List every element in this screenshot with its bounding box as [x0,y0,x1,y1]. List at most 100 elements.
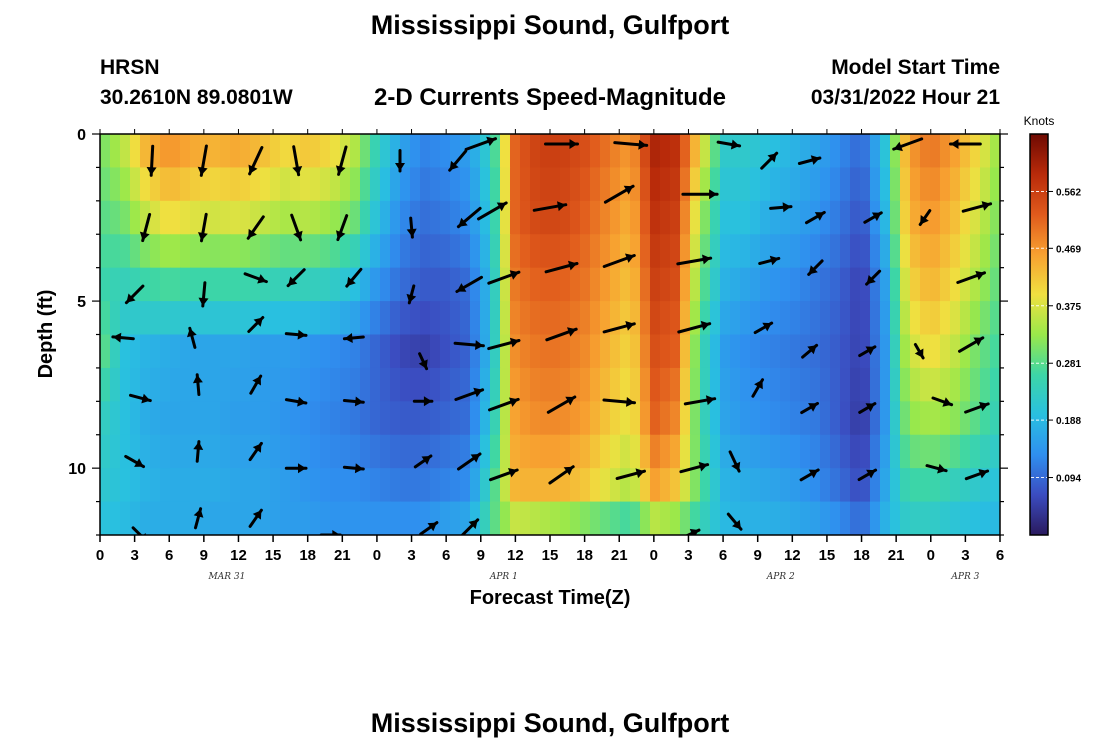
heatmap-cell [610,468,621,503]
heatmap-cell [340,501,351,535]
heatmap-cell [300,134,311,169]
vector-head [475,340,484,350]
heatmap-cell [690,234,701,269]
heatmap-cell [880,234,891,269]
current-vector [129,393,152,404]
heatmap-cell [990,501,1000,535]
current-vector [406,284,417,305]
heatmap-cell [390,501,401,535]
heatmap-cell [620,501,631,535]
heatmap-cell [930,200,941,235]
heatmap-cell [180,468,191,503]
heatmap-cell [550,167,561,202]
heatmap-cell [610,501,621,535]
heatmap-cell [660,167,671,202]
vector-head [981,201,991,211]
vector-head [252,443,262,453]
heatmap-cell [260,267,271,302]
heatmap-cell [440,167,451,202]
heatmap-cell [720,234,731,269]
heatmap-cell [360,468,371,503]
heatmap-cell [590,200,601,235]
heatmap-cell [120,234,131,269]
heatmap-cell [210,401,221,436]
current-vector [487,337,521,351]
heatmap-cell [430,501,441,535]
vector-head [253,317,263,327]
heatmap-cell [210,434,221,469]
heatmap-cell [180,167,191,202]
current-vector [457,452,482,471]
x-tick-label: 0 [96,547,104,564]
heatmap-cell [370,468,381,503]
heatmap-cell [880,167,891,202]
heatmap-cell [360,167,371,202]
heatmap-cell [620,234,631,269]
heatmap-cell [260,468,271,503]
heatmap-cell [370,234,381,269]
heatmap-cell [720,134,731,169]
heatmap-cell [200,367,211,402]
heatmap-cell [710,167,721,202]
heatmap-cell [590,267,601,302]
heatmap-cell [570,367,581,402]
heatmap-cell [910,501,921,535]
current-vector [728,450,741,473]
heatmap-cell [700,200,711,235]
heatmap-cell [720,367,731,402]
heatmap-cell [880,334,891,369]
heatmap-cell [550,200,561,235]
heatmap-cell [400,134,411,169]
heatmap-cell [190,167,201,202]
heatmap-cell [170,234,181,269]
vector-head [563,466,574,476]
current-vector [546,395,577,414]
heatmap-cell [780,301,791,336]
heatmap-cell [230,200,241,235]
heatmap-cell [710,334,721,369]
vector-head [288,276,298,286]
heatmap-cell [540,234,551,269]
vector-head [865,346,875,356]
heatmap-cell [800,501,811,535]
current-vector [345,267,363,288]
heatmap-cell [930,367,941,402]
heatmap-cell [630,501,641,535]
heatmap-cell [230,301,241,336]
heatmap-cell [600,301,611,336]
heatmap-cell [450,434,461,469]
heatmap-cell [480,167,491,202]
heatmap-cell [680,367,691,402]
vector-head [139,231,150,241]
heatmap-cell [590,134,601,169]
vector-head [187,328,197,338]
heatmap-cell [510,501,521,535]
heatmap-cell [740,401,751,436]
vector-head [698,461,708,472]
heatmap-cell [980,434,991,469]
current-vector [797,155,822,165]
colorbar-tick-label: 0.562 [1056,187,1081,198]
speed-heatmap [100,134,1000,535]
heatmap-cell [410,234,421,269]
heatmap-cell [870,468,881,503]
heatmap-cell [940,334,951,369]
heatmap-cell [600,134,611,169]
vector-head [769,255,779,266]
heatmap-cell [330,134,341,169]
heatmap-cell [460,301,471,336]
heatmap-cell [180,134,191,169]
heatmap-cell [990,468,1000,503]
heatmap-cell [580,367,591,402]
current-vector [248,441,263,462]
heatmap-cell [720,200,731,235]
heatmap-cell [650,167,661,202]
heatmap-cell [330,434,341,469]
current-vector [456,206,482,229]
heatmap-cell [880,301,891,336]
vector-head [198,297,209,306]
heatmap-cell [600,468,611,503]
heatmap-cell [460,234,471,269]
heatmap-cell [320,468,331,503]
heatmap-cell [690,468,701,503]
